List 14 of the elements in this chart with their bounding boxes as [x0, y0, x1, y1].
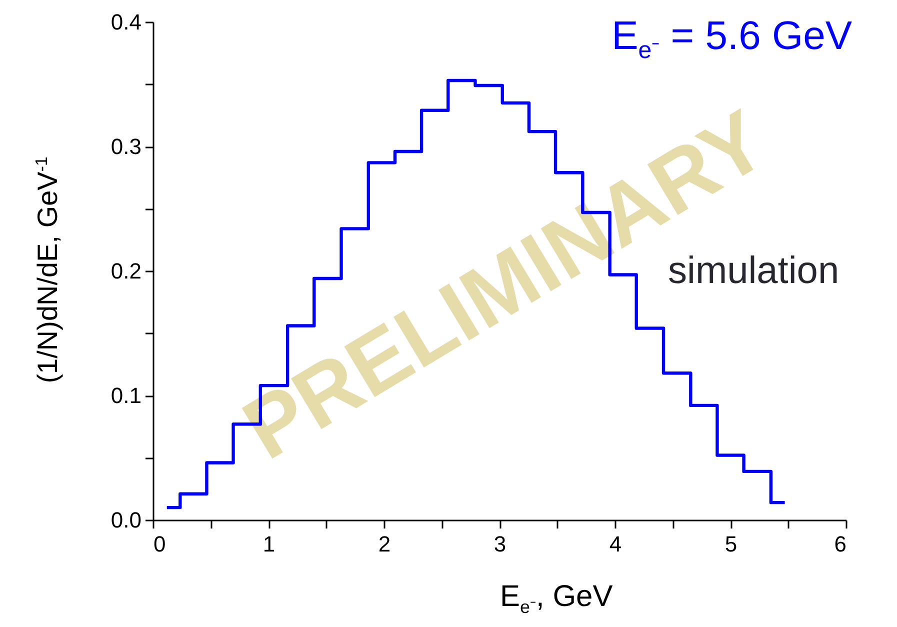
y-tick-label: 0.1: [110, 383, 142, 408]
chart-title: E$_{e⁻}$ = 5.6 GeV: [612, 14, 852, 64]
text: 0.0: [110, 508, 142, 532]
x-axis-title: E$_{e⁻}$, GeV: [500, 580, 613, 617]
x-tick-label: 6: [834, 532, 846, 556]
y-tick-label: 0.4: [110, 10, 142, 34]
x-tick-label: 5: [724, 532, 738, 556]
y-tick-label: 0.3: [110, 134, 142, 159]
x-tick-label: 0: [154, 532, 166, 556]
x-tick-label: 3: [494, 532, 506, 556]
x-tick-label: 2: [378, 532, 391, 556]
x-tick-label: 1: [262, 532, 276, 556]
y-tick-label: 0.2: [110, 258, 142, 284]
x-tick-label: 4: [609, 532, 622, 556]
